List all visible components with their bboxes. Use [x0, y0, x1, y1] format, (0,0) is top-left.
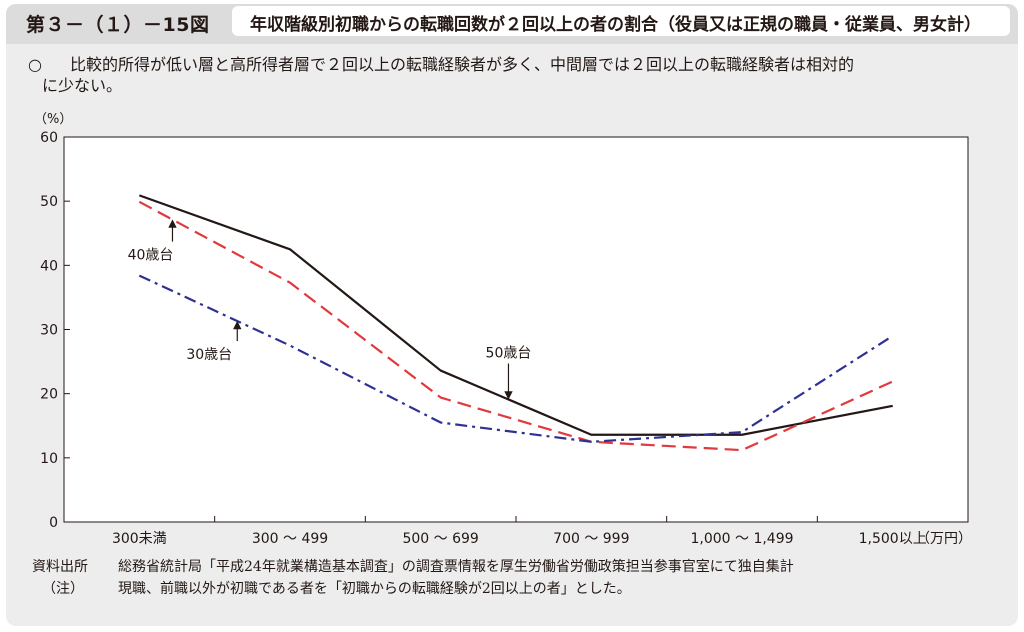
y-tick-label: 40: [40, 258, 58, 274]
series-group: [138, 194, 894, 452]
note-label: （注）: [42, 581, 84, 597]
summary: ○ 比較的所得が低い層と高所得者層で２回以上の転職経験者が多く、中間層では２回以…: [28, 54, 998, 96]
source-label: 資料出所: [32, 559, 88, 575]
annotations: 40歳台 30歳台 50歳台: [128, 219, 532, 400]
source-text: 総務省統計局「平成24年就業構造基本調査」の調査票情報を厚生労働省労働政策担当参…: [118, 559, 794, 575]
summary-line-2: に少ない。: [42, 76, 123, 95]
x-tick-label: 1,000 ～ 1,499: [690, 531, 793, 547]
y-tick-label: 60: [40, 130, 58, 146]
title-box: [232, 6, 1010, 36]
x-tick-label: 300未満: [112, 531, 167, 547]
y-tick-label: 30: [40, 323, 58, 339]
notes: 資料出所 総務省統計局「平成24年就業構造基本調査」の調査票情報を厚生労働省労働政…: [32, 556, 794, 600]
x-axis: 300未満 300 ～ 499 500 ～ 699 700 ～ 999 1,000 ～ …: [112, 516, 972, 547]
y-tick-label: 50: [40, 194, 58, 210]
annotation-label: 30歳台: [186, 347, 232, 363]
source-row: 資料出所 総務省統計局「平成24年就業構造基本調査」の調査票情報を厚生労働省労働政…: [32, 556, 794, 578]
bullet-icon: ○: [28, 55, 42, 74]
note-text: 現職、前職以外が初職である者を「初職からの転職経験が2回以上の者」とした。: [118, 581, 631, 597]
x-tick-label: 300 ～ 499: [252, 531, 328, 547]
series-line-1: [138, 200, 894, 452]
figure-title: 年収階級別初職からの転職回数が２回以上の者の割合（役員又は正規の職員・従業員、男…: [250, 15, 981, 35]
y-tick-label: 10: [40, 451, 58, 467]
series-line-2: [138, 274, 894, 443]
y-tick-label: 0: [49, 515, 58, 531]
annotation-label: 50歳台: [486, 345, 532, 361]
summary-line-1: 比較的所得が低い層と高所得者層で２回以上の転職経験者が多く、中間層では２回以上の…: [70, 55, 855, 74]
y-axis-unit: （%）: [34, 112, 73, 127]
figure-number: 第３－（１）－15図: [26, 14, 210, 36]
x-axis-unit: （万円）: [916, 531, 972, 547]
y-axis: 0 10 20 30 40 50 60: [40, 130, 70, 531]
series-line-0: [138, 194, 893, 436]
y-tick-label: 20: [40, 387, 58, 403]
x-tick-label: 1,500以上: [859, 531, 927, 547]
plot-area: [63, 136, 969, 523]
x-tick-label: 700 ～ 999: [553, 531, 629, 547]
note-row: （注） 現職、前職以外が初職である者を「初職からの転職経験が2回以上の者」とした。: [32, 578, 794, 600]
annotation-label: 40歳台: [128, 248, 174, 264]
x-tick-label: 500 ～ 699: [402, 531, 478, 547]
